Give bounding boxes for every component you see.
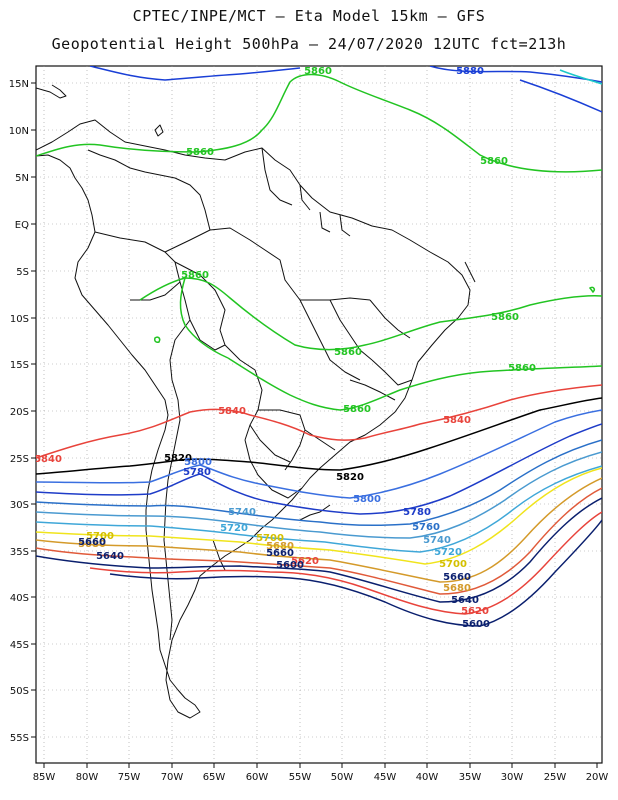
contour-label: 5820 — [164, 453, 192, 464]
contour-label: 5800 — [184, 457, 212, 468]
contour-5880 — [429, 66, 602, 83]
contour-label: 5800 — [353, 494, 381, 505]
lon-label: 70W — [161, 772, 184, 783]
contour-label: 5680 — [78, 539, 106, 550]
lat-label: 50S — [10, 686, 29, 697]
map-frame — [35, 65, 603, 764]
contour-5820 — [36, 397, 602, 475]
lat-label: 25S — [10, 454, 29, 465]
contour-label: 5660 — [78, 537, 106, 548]
contour-label: 5740 — [228, 507, 256, 518]
contour-5680 — [36, 477, 602, 583]
contour-label: 5700 — [439, 559, 467, 570]
contour-label: 5720 — [220, 523, 248, 534]
contour-label: 5640 — [451, 595, 479, 606]
lon-label: 30W — [501, 772, 524, 783]
contour-label: 5720 — [434, 547, 462, 558]
contour-label: 5840 — [443, 415, 471, 426]
contour-label: 5860 — [181, 270, 209, 281]
lat-label: 15N — [9, 79, 29, 90]
contour-5880-b — [519, 79, 602, 113]
contour-5780 — [36, 423, 602, 515]
lat-label: 45S — [10, 640, 29, 651]
contour-label: 5640 — [96, 551, 124, 562]
contour-label: 5860 — [304, 66, 332, 77]
contour-5660 — [36, 487, 602, 595]
contour-5860-amazon — [139, 277, 602, 351]
contour-label: 5660 — [266, 548, 294, 559]
contour-5860-north — [36, 73, 602, 173]
lat-label: 10N — [9, 126, 29, 137]
contour-5800 — [36, 409, 602, 499]
lon-label: 40W — [416, 772, 439, 783]
lon-label: 65W — [203, 772, 226, 783]
lon-label: 55W — [289, 772, 312, 783]
contour-5880-top — [89, 66, 301, 81]
contour-label: 5740 — [423, 535, 451, 546]
contour-label: 5860 — [186, 147, 214, 158]
contour-label: 5620 — [291, 556, 319, 567]
lat-label: 10S — [10, 314, 29, 325]
contour-5600 — [109, 519, 602, 627]
contour-label: 5860 — [480, 156, 508, 167]
contour-5860-blob — [154, 336, 161, 343]
lon-label: 60W — [246, 772, 269, 783]
contour-label: 5760 — [412, 522, 440, 533]
contour-label: 5780 — [183, 467, 211, 478]
lat-label: 55S — [10, 733, 29, 744]
contour-label: 5820 — [336, 472, 364, 483]
contour-5860-blob-b — [588, 286, 595, 294]
chart-title-line1: CPTEC/INPE/MCT – Eta Model 15km – GFS — [132, 7, 486, 25]
lon-label: 20W — [586, 772, 609, 783]
contour-5900 — [559, 69, 602, 85]
contour-label: 5660 — [443, 572, 471, 583]
contour-5860-amazon-b — [179, 277, 229, 359]
lat-label: 40S — [10, 593, 29, 604]
lon-label: 75W — [118, 772, 141, 783]
contour-5640 — [36, 497, 602, 603]
lat-label: 35S — [10, 547, 29, 558]
contour-label: 5860 — [508, 363, 536, 374]
contour-label: 5880 — [456, 66, 484, 77]
contour-label: 5840 — [218, 406, 246, 417]
contour-lines — [36, 66, 602, 627]
contour-5860-south — [227, 357, 602, 411]
lat-label: EQ — [15, 220, 29, 231]
contour-label: 5700 — [256, 533, 284, 544]
contour-label: 5620 — [461, 606, 489, 617]
lat-label: 15S — [10, 360, 29, 371]
contour-label: 5860 — [343, 404, 371, 415]
tick-marks — [31, 82, 598, 768]
contour-5620 — [89, 511, 602, 615]
contour-5700 — [36, 467, 602, 565]
contour-label: 5860 — [491, 312, 519, 323]
lon-label: 50W — [331, 772, 354, 783]
contour-label: 5780 — [403, 507, 431, 518]
lat-label: 30S — [10, 500, 29, 511]
lat-label: 20S — [10, 407, 29, 418]
lat-label: 5N — [15, 173, 29, 184]
lon-label: 25W — [544, 772, 567, 783]
lon-label: 80W — [76, 772, 99, 783]
lon-label: 35W — [459, 772, 482, 783]
contour-label: 5840 — [34, 454, 62, 465]
contour-label: 5600 — [462, 619, 490, 630]
contour-5740 — [36, 451, 602, 539]
contour-label: 5860 — [334, 347, 362, 358]
lon-label: 85W — [33, 772, 56, 783]
lat-label: 5S — [16, 267, 29, 278]
contour-5720 — [36, 465, 602, 553]
lon-label: 45W — [374, 772, 397, 783]
contour-label: 5680 — [443, 583, 471, 594]
contour-label: 5700 — [86, 531, 114, 542]
contour-label: 5680 — [266, 541, 294, 552]
graticule — [36, 66, 602, 763]
contour-5760 — [36, 439, 602, 527]
chart-title-line2: Geopotential Height 500hPa – 24/07/2020 … — [51, 35, 567, 53]
contour-label: 5600 — [276, 560, 304, 571]
contour-5840 — [36, 384, 602, 459]
